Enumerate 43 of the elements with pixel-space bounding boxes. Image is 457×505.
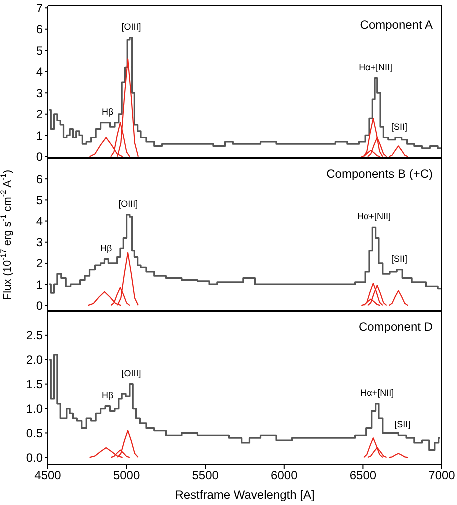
x-tick-label: 6500 <box>350 468 377 483</box>
annotation: [SII] <box>394 420 411 430</box>
x-tick-label: 5500 <box>192 468 220 483</box>
annotation: Hα+[NII] <box>358 212 391 222</box>
y-tick-label: 1 <box>36 128 44 143</box>
annotation: [OIII] <box>118 198 138 209</box>
annotation: [OIII] <box>122 22 142 32</box>
annotation: Hβ <box>102 390 114 400</box>
annotation: Hα+[NII] <box>360 388 394 398</box>
y-tick-label: 6 <box>36 22 44 37</box>
annotation: Hα+[NII] <box>359 62 393 72</box>
y-tick-label: 2.5 <box>26 328 44 343</box>
y-tick-label: 7 <box>36 1 44 16</box>
x-axis-title: Restframe Wavelength [A] <box>175 488 315 502</box>
annotation: Hβ <box>102 106 114 117</box>
y-tick-label: 0 <box>36 150 44 164</box>
y-tick-label: 2.0 <box>26 353 44 368</box>
text: Components B (+C) <box>326 167 433 181</box>
y-tick-label: 1 <box>36 278 44 292</box>
text: Component A <box>360 18 433 32</box>
y-tick-label: 3 <box>36 236 44 250</box>
y-tick-label: 0 <box>36 298 44 313</box>
annotation: [OIII] <box>122 368 142 378</box>
y-tick-label: 0.0 <box>26 450 44 465</box>
x-tick-label: 7000 <box>428 468 456 483</box>
x-tick-label: 6000 <box>271 468 298 483</box>
y-tick-label: 1.5 <box>26 378 44 392</box>
y-tick-label: 2 <box>36 256 44 271</box>
annotation: Hβ <box>100 243 112 254</box>
y-tick-label: 5 <box>36 44 44 58</box>
y-tick-label: 1.0 <box>26 402 44 416</box>
x-tick-label: 5000 <box>113 468 140 483</box>
x-tick-label: 4500 <box>34 468 62 483</box>
y-tick-label: 5 <box>36 193 44 208</box>
annotation: [SII] <box>391 254 408 264</box>
y-tick-label: 4 <box>36 214 44 229</box>
y-tick-label: 4 <box>36 65 44 80</box>
y-tick-label: 6 <box>36 172 44 186</box>
y-tick-label: 2 <box>36 108 44 122</box>
y-tick-label: 3 <box>36 86 44 100</box>
y-tick-label: 0.5 <box>26 426 44 440</box>
annotation: [SII] <box>391 122 408 132</box>
text: Component D <box>358 320 433 334</box>
